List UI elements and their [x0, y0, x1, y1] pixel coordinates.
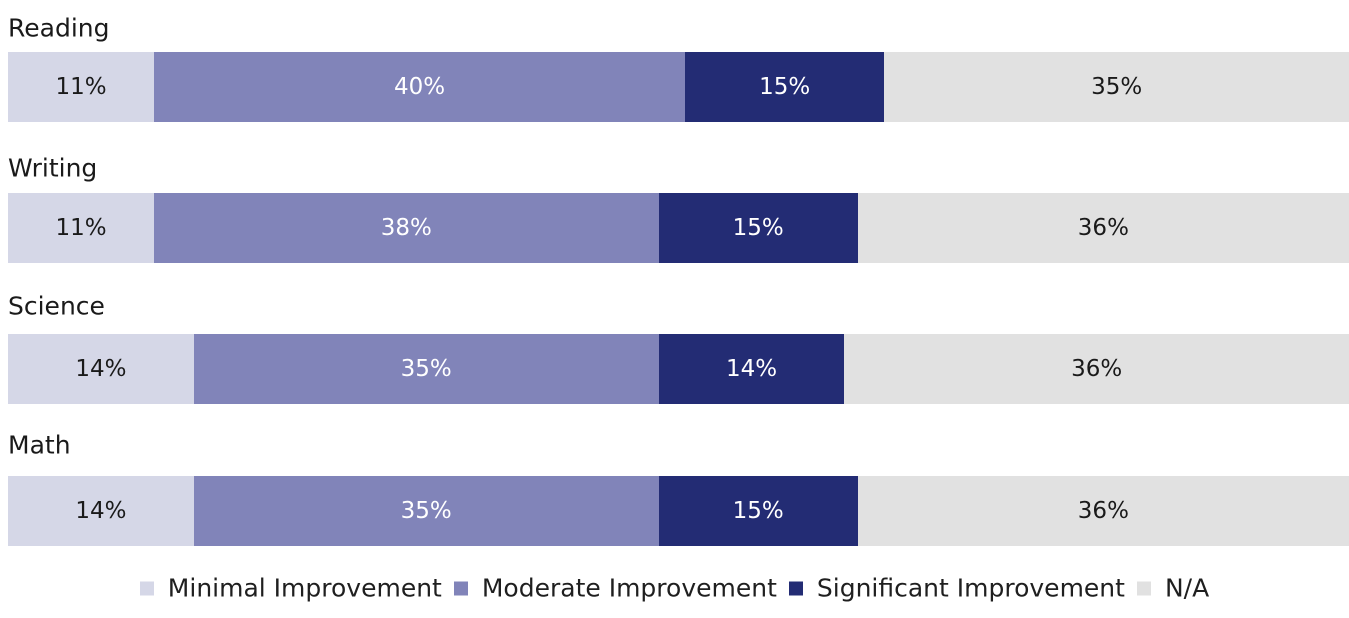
bar-segment-math-significant-improvement [658, 476, 858, 546]
category-label-math: Math [8, 430, 71, 460]
data-label: 38% [380, 215, 432, 241]
bar-segment-reading-significant-improvement [685, 52, 885, 122]
bar-segment-writing-significant-improvement [658, 193, 858, 263]
legend-swatch [1136, 581, 1151, 595]
category-label-science: Science [8, 291, 105, 321]
bar-segment-writing-minimal-improvement [8, 193, 155, 263]
legend-swatch [453, 581, 468, 595]
data-label: 15% [732, 498, 784, 524]
data-label: 14% [725, 356, 778, 382]
data-label: 35% [400, 498, 452, 524]
bar-segment-writing-moderate-improvement [154, 193, 659, 263]
bar-segment-math-minimal-improvement [8, 476, 194, 546]
bar-segment-science-moderate-improvement [193, 334, 659, 404]
data-label: 40% [394, 74, 446, 100]
legend-label: Moderate Improvement [481, 573, 777, 603]
legend-item: Significant Improvement [788, 573, 1125, 603]
legend-swatch [139, 581, 154, 595]
category-label-reading: Reading [8, 13, 110, 43]
data-label: 35% [1091, 74, 1143, 100]
data-label: 11% [55, 215, 107, 241]
legend-label: Minimal Improvement [167, 573, 442, 603]
bar-segment-science-minimal-improvement [8, 334, 194, 404]
category-label-writing: Writing [8, 153, 98, 183]
data-label: 36% [1077, 498, 1129, 524]
bar-segment-reading-moderate-improvement [154, 52, 686, 122]
data-label: 15% [759, 74, 811, 100]
data-label: 14% [75, 498, 127, 524]
data-label: 14% [75, 356, 127, 382]
data-label: 11% [55, 74, 107, 100]
bar-segment-math-n-a [857, 476, 1349, 546]
legend: Minimal Improvement Moderate Improvement S… [0, 574, 1349, 603]
legend-item: N/A [1136, 573, 1210, 603]
legend-label: N/A [1164, 573, 1210, 603]
bar-segment-reading-minimal-improvement [8, 52, 155, 122]
legend-item: Minimal Improvement [139, 573, 442, 603]
legend-swatch [788, 581, 803, 595]
bar-segment-science-n-a [844, 334, 1349, 404]
legend-label: Significant Improvement [816, 573, 1125, 603]
data-label: 35% [400, 356, 452, 382]
bar-segment-reading-n-a [884, 52, 1349, 122]
bar-segment-writing-n-a [857, 193, 1349, 263]
bar-segment-math-moderate-improvement [193, 476, 659, 546]
data-label: 36% [1077, 215, 1129, 241]
legend-item: Moderate Improvement [453, 573, 777, 603]
data-label: 15% [732, 215, 784, 241]
bar-segment-science-significant-improvement [658, 334, 845, 404]
data-label: 36% [1071, 356, 1123, 382]
